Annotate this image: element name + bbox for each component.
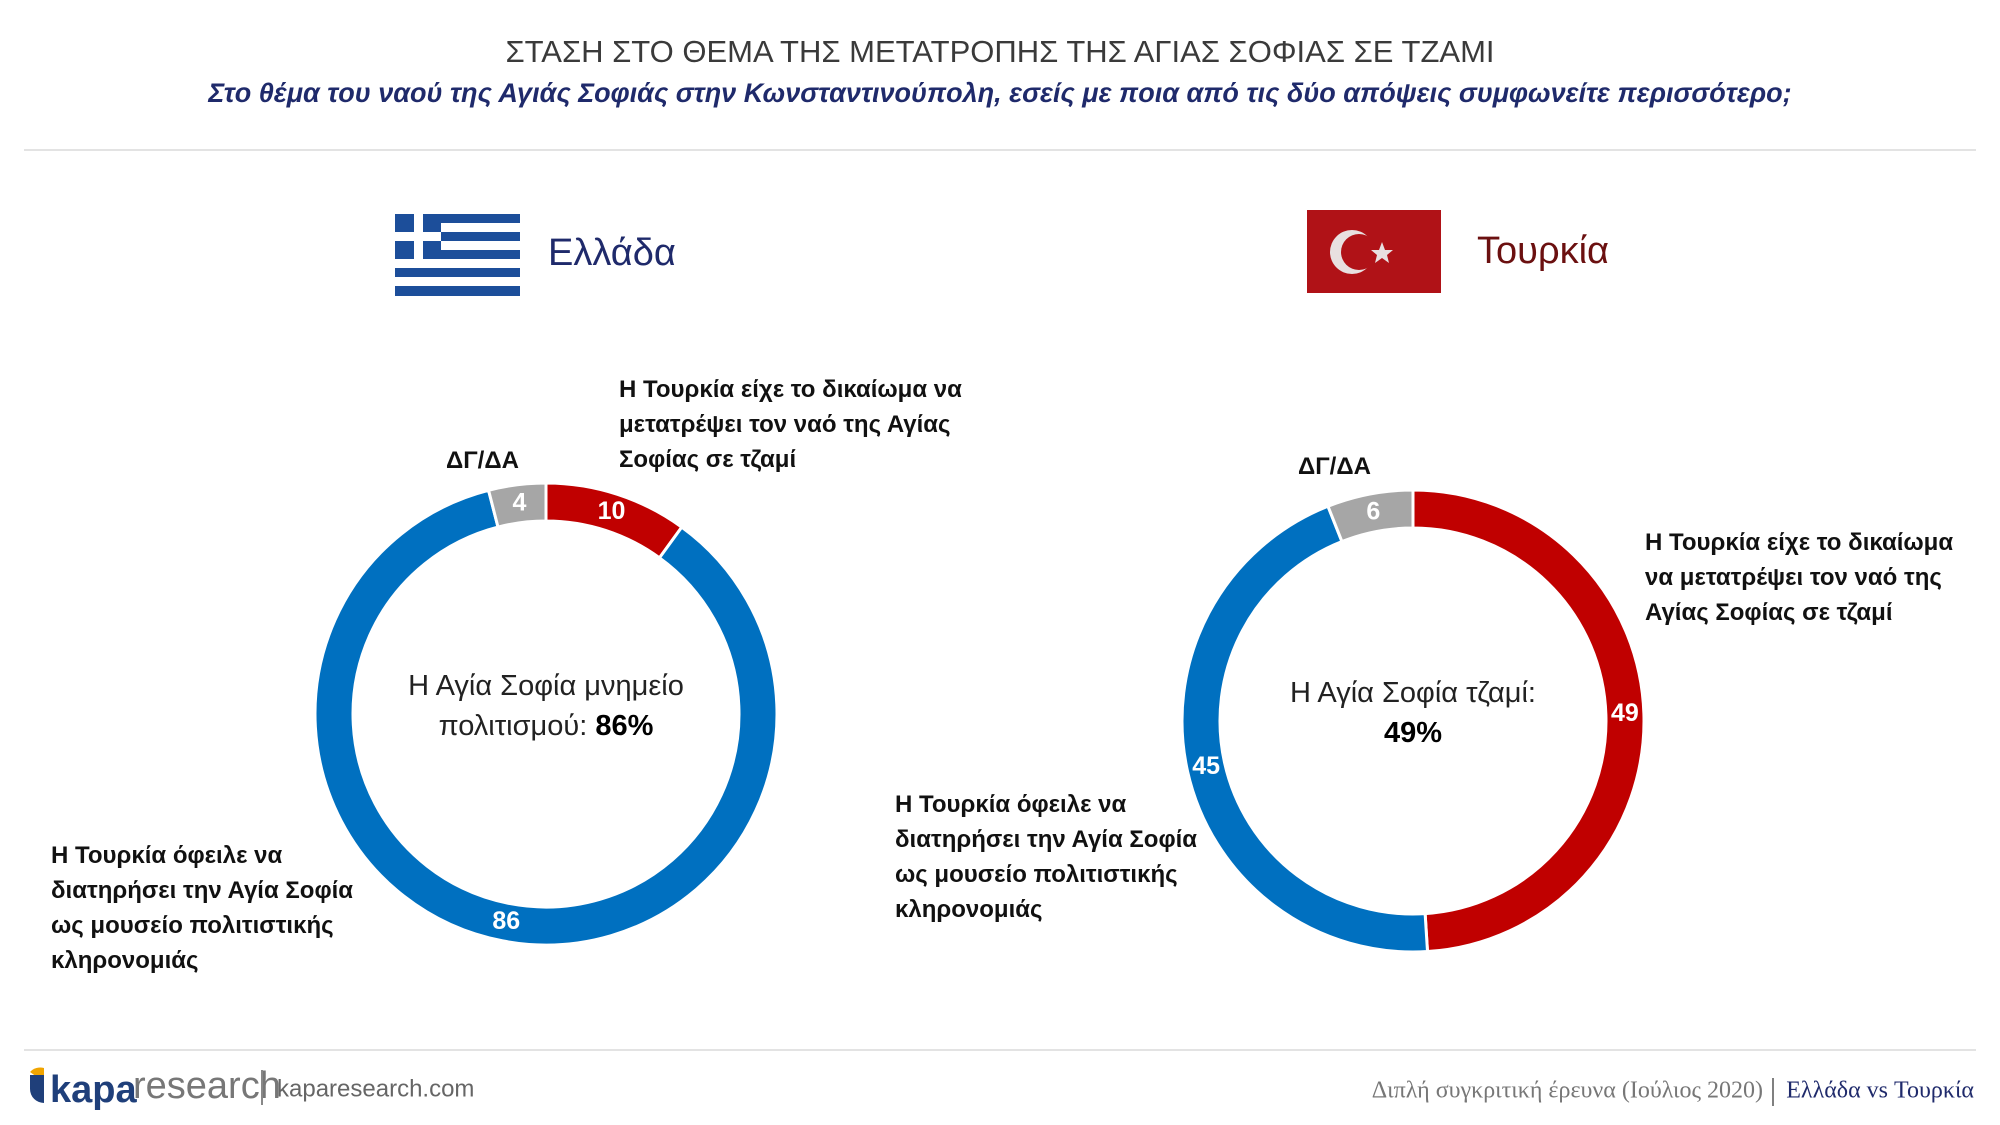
brand: kapa — [50, 1069, 137, 1111]
donut-segment — [1326, 488, 1415, 544]
category-label: ΔΓ/ΔΑ — [446, 447, 519, 474]
category-label: Η Τουρκία όφειλε να διατηρήσει την Αγία … — [51, 842, 354, 974]
donut-segment — [313, 488, 779, 947]
center-label: Η Αγία Σοφία μνημείο πολιτισμού: 86% — [396, 666, 696, 746]
flag-turkey — [1307, 210, 1441, 293]
survey-note: Διπλή συγκριτική έρευνα (Ιούλιος 2020) — [1372, 1078, 1763, 1104]
category-label: ΔΓ/ΔΑ — [1298, 453, 1371, 480]
title: ΣΤΑΣΗ ΣΤΟ ΘΕΜΑ ΤΗΣ ΜΕΤΑΤΡΟΠΗΣ ΤΗΣ ΑΓΙΑΣ … — [505, 34, 1494, 69]
donut-segment — [1411, 488, 1646, 954]
country-title: Ελλάδα — [548, 232, 676, 274]
subtitle: Στο θέμα του ναού της Αγιάς Σοφιάς στην … — [207, 78, 1791, 108]
country-title: Τουρκία — [1477, 230, 1609, 272]
comparison-note: Ελλάδα vs Τουρκία — [1786, 1078, 1974, 1104]
value-label: 4 — [512, 488, 526, 516]
logo-icon — [30, 1067, 44, 1103]
center-label: Η Αγία Σοφία τζαμί: 49% — [1283, 673, 1543, 753]
center-text: Η Αγία Σοφία μνημείο πολιτισμού: — [408, 670, 684, 742]
value-label: 49 — [1611, 699, 1639, 727]
flag-greece — [395, 214, 520, 296]
website: kaparesearch.com — [277, 1075, 474, 1102]
center-value: 86% — [595, 710, 654, 742]
value-label: 86 — [492, 907, 520, 935]
center-value: 49% — [1383, 717, 1443, 749]
value-label: 45 — [1192, 752, 1220, 780]
value-label: 10 — [598, 497, 626, 525]
category-label: Η Τουρκία είχε το δικαίωμα να μετατρέψει… — [619, 376, 962, 473]
category-label: Η Τουρκία όφειλε να διατηρήσει την Αγία … — [895, 791, 1198, 923]
value-label: 6 — [1366, 497, 1380, 525]
center-text: Η Αγία Σοφία τζαμί: — [1290, 677, 1536, 709]
brand-suffix: research — [133, 1065, 281, 1107]
category-label: Η Τουρκία είχε το δικαίωμα να μετατρέψει… — [1645, 529, 1954, 626]
donut-segment — [486, 481, 548, 529]
